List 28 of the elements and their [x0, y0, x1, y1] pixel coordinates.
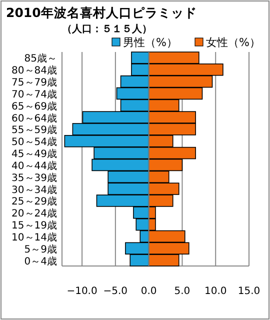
x-tick-label: −10.0: [66, 286, 98, 297]
y-tick-label: 80～84歳: [12, 64, 57, 77]
y-tick-label: 35～39歳: [12, 172, 57, 184]
y-tick-label: 70～74歳: [12, 88, 57, 100]
y-tick-label: 40～44歳: [12, 160, 57, 172]
y-tick-label: 65～69歳: [12, 100, 57, 112]
x-tick-label: 5.0: [174, 286, 190, 297]
x-tick-label: −5.0: [103, 286, 128, 297]
chart-title: 2010年波名喜村人口ピラミッド: [6, 5, 197, 20]
y-tick-label: 25～29歳: [12, 196, 57, 208]
y-tick-label: 50～54歳: [12, 136, 57, 148]
y-tick-label: 10～14歳: [12, 231, 57, 244]
y-tick-label: 75～79歳: [12, 76, 57, 89]
y-tick-label: 55～59歳: [12, 124, 57, 136]
y-tick-label: 45～49歳: [12, 148, 57, 160]
x-tick-label: 10.0: [204, 286, 227, 297]
y-tick-label: 0～4歳: [24, 255, 57, 268]
y-tick-label: 15～19歳: [12, 220, 57, 232]
y-tick-label: 30～34歳: [12, 184, 57, 196]
legend-label: 男性（%）: [123, 36, 178, 49]
chart-subtitle: （人口：５１５人）: [62, 23, 152, 35]
y-tick-label: 20～24歳: [12, 208, 57, 220]
y-tick-label: 60～64歳: [12, 112, 57, 124]
legend-label: 女性（%）: [206, 36, 260, 49]
x-tick-label: 0.0: [140, 286, 157, 297]
y-tick-label: 85歳～: [24, 52, 57, 65]
x-tick-label: 15.0: [238, 286, 260, 297]
y-tick-label: 5～9歳: [24, 243, 57, 256]
